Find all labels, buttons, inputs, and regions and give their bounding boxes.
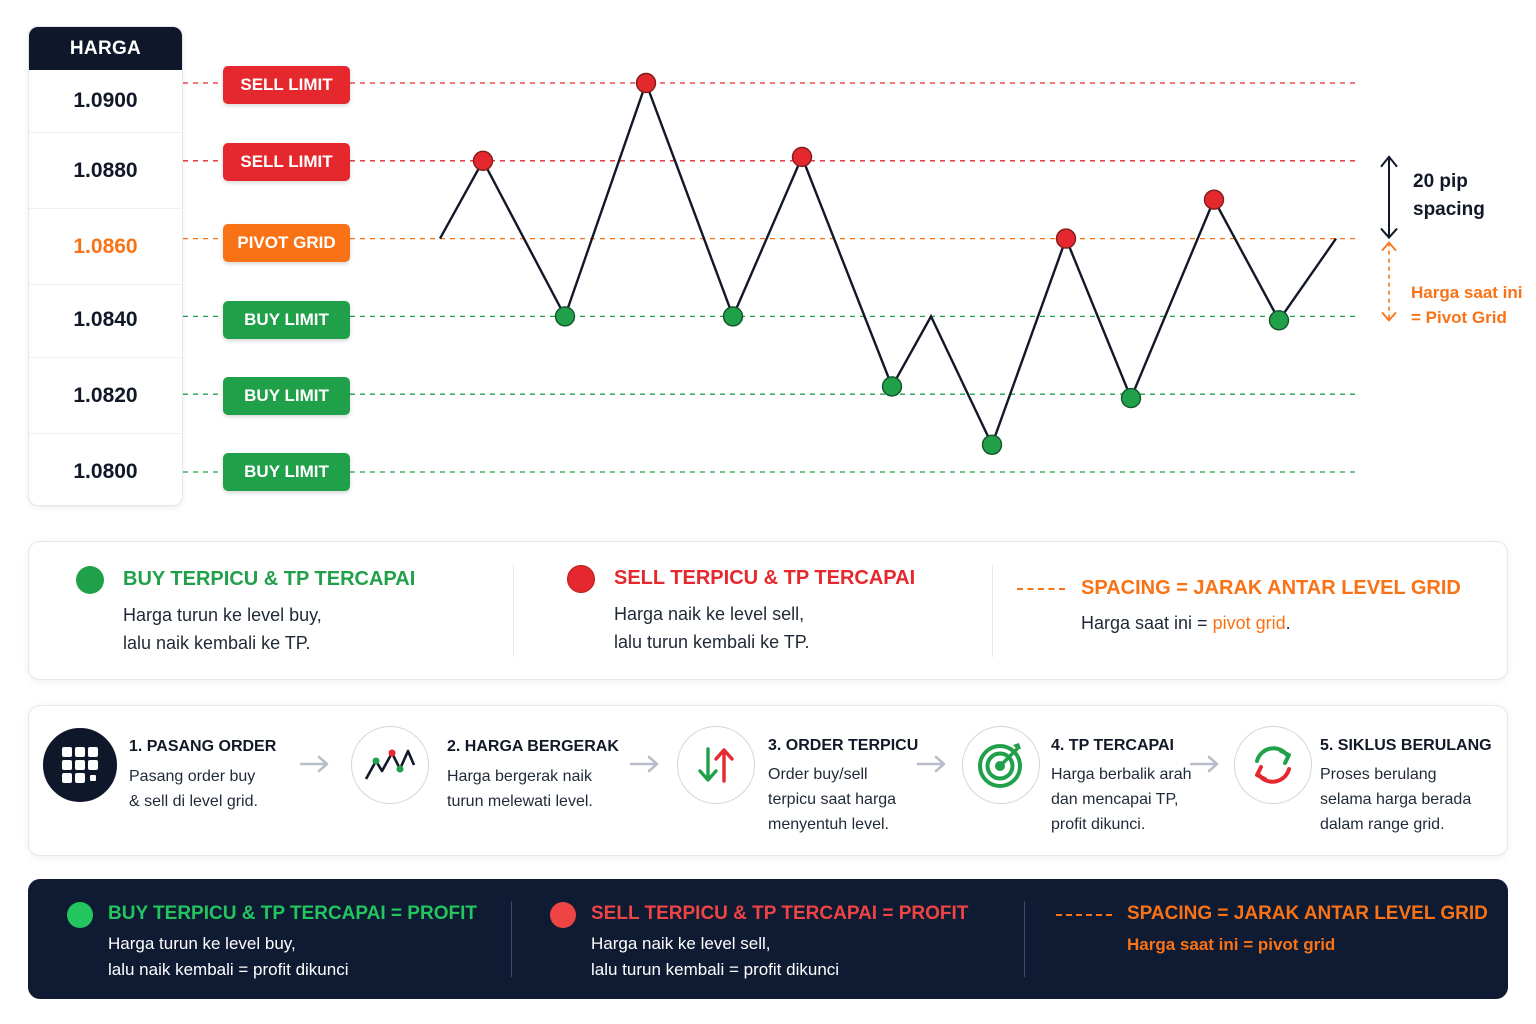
spacing-annotation-line: spacing [1413,199,1485,220]
price-level: 1.0800 [73,460,138,483]
legend-sell-desc: Harga naik ke level sell, [614,604,805,624]
spacing-arrow-head-down [1380,227,1398,240]
step-desc: menyentuh level. [768,816,889,833]
legend-buy-title: BUY TERPICU & TP TERCAPAI [123,568,416,590]
price-level: 1.0880 [29,133,182,209]
legend-spacing-highlight: pivot grid [1212,613,1286,633]
arrow-right-icon [629,755,659,773]
sell-dot-icon [567,565,595,593]
price-axis-header: HARGA [29,27,182,70]
price-level: 1.0900 [29,70,182,133]
legend-sell-desc: lalu turun kembali ke TP. [614,632,810,652]
spacing-annotation-line: 20 pip [1413,171,1468,192]
summary-spacing-desc: Harga saat ini = pivot grid [1127,935,1336,954]
spacing-arrow-head-up [1380,155,1398,168]
buy-limit-badge: BUY LIMIT [223,453,350,491]
legend-spacing-title: SPACING = JARAK ANTAR LEVEL GRID [1081,577,1461,599]
sell-trigger-marker [635,72,657,94]
step-desc: Pasang order buy [129,768,256,785]
up-down-arrows-icon [677,726,755,804]
grid-chart [183,72,1398,473]
step-desc: profit dikunci. [1051,816,1146,833]
legend-divider [513,565,514,657]
legend-spacing-suffix: . [1285,613,1291,633]
summary-banner: BUY TERPICU & TP TERCAPAI = PROFIT Harga… [28,879,1508,999]
summary-spacing-title: SPACING = JARAK ANTAR LEVEL GRID [1127,903,1488,924]
arrow-right-icon [299,755,329,773]
legend-buy-desc: Harga turun ke level buy, [123,605,322,625]
price-level-pivot: 1.0860 [29,209,182,285]
buy-trigger-marker [722,306,744,327]
summary-buy-title: BUY TERPICU & TP TERCAPAI = PROFIT [108,903,477,924]
summary-buy-desc: Harga turun ke level buy, [108,934,296,953]
summary-buy-desc: lalu naik kembali = profit dikunci [108,960,349,979]
sell-trigger-marker [1203,189,1225,210]
price-level: 1.0820 [29,358,182,434]
sell-trigger-marker [472,150,494,172]
grid-icon [43,728,117,802]
price-axis-panel: HARGA 1.0900 1.0880 1.0860 1.0840 1.0820… [28,26,183,506]
step-desc: & sell di level grid. [129,793,258,810]
step-title: 2. HARGA BERGERAK [447,738,619,755]
buy-limit-badge: BUY LIMIT [223,301,350,339]
legend-divider [992,565,993,657]
summary-sell-title: SELL TERPICU & TP TERCAPAI = PROFIT [591,903,969,924]
arrow-right-icon [1189,755,1219,773]
buy-trigger-marker [981,434,1003,455]
dashed-line-icon [1056,914,1112,916]
summary-divider [1024,901,1025,977]
sell-limit-badge: SELL LIMIT [223,66,350,104]
step-desc: Proses berulang [1320,766,1437,783]
price-path-line [438,79,1337,448]
zigzag-chart-icon [351,726,429,804]
step-title: 3. ORDER TERPICU [768,737,919,754]
current-price-line: = Pivot Grid [1411,308,1507,327]
sell-dot-icon [550,902,576,928]
current-price-line: Harga saat ini [1411,283,1523,302]
buy-trigger-marker [881,376,903,397]
dashed-line-icon [1017,588,1065,590]
step-desc: dan mencapai TP, [1051,791,1179,808]
step-desc: dalam range grid. [1320,816,1445,833]
buy-dot-icon [76,566,104,594]
arrow-right-icon [916,755,946,773]
step-desc: Order buy/sell [768,766,868,783]
current-price-annotation: Harga saat ini = Pivot Grid [1411,280,1523,330]
current-arrow-head-down [1381,311,1397,322]
step-desc: turun melewati level. [447,793,593,810]
step-title: 1. PASANG ORDER [129,738,277,755]
step-title: 4. TP TERCAPAI [1051,737,1174,754]
legend-sell-title: SELL TERPICU & TP TERCAPAI [614,567,916,589]
step-title: 5. SIKLUS BERULANG [1320,737,1492,754]
current-arrow-head-up [1381,241,1397,252]
sell-limit-badge: SELL LIMIT [223,143,350,181]
pivot-grid-badge: PIVOT GRID [223,224,350,262]
buy-trigger-marker [1268,310,1290,331]
legend-spacing-prefix: Harga saat ini = [1081,613,1213,633]
steps-panel: 1. PASANG ORDER Pasang order buy & sell … [28,705,1508,856]
legend-spacing-desc: Harga saat ini = pivot grid. [1081,609,1291,637]
step-desc: Harga bergerak naik [447,768,592,785]
sell-trigger-marker [1055,228,1077,249]
spacing-annotation: 20 pip spacing [1413,168,1485,224]
buy-dot-icon [67,902,93,928]
target-icon [962,726,1040,804]
buy-limit-badge: BUY LIMIT [223,377,350,415]
step-desc: selama harga berada [1320,791,1472,808]
price-level: 1.0840 [29,282,182,358]
buy-trigger-marker [1120,387,1142,409]
buy-trigger-marker [554,306,576,327]
step-desc: terpicu saat harga [768,791,897,808]
summary-sell-desc: Harga naik ke level sell, [591,934,771,953]
cycle-icon [1234,726,1312,804]
summary-sell-desc: lalu turun kembali = profit dikunci [591,960,840,979]
legend-panel: BUY TERPICU & TP TERCAPAI Harga turun ke… [28,541,1508,680]
sell-trigger-marker [791,146,813,168]
step-desc: Harga berbalik arah [1051,766,1192,783]
summary-divider [511,901,512,977]
legend-buy-desc: lalu naik kembali ke TP. [123,633,311,653]
